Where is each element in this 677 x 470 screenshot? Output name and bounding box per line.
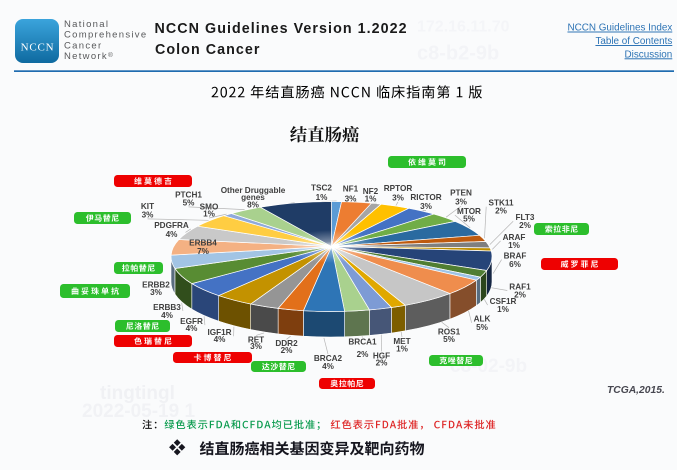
svg-text:2%: 2% — [514, 291, 527, 300]
svg-text:2022-05-19 1: 2022-05-19 1 — [82, 401, 195, 422]
svg-text:4%: 4% — [166, 230, 179, 239]
svg-text:Cancer: Cancer — [64, 40, 102, 51]
svg-text:MET: MET — [393, 337, 410, 346]
svg-text:ARAF: ARAF — [503, 233, 526, 242]
svg-text:Network®: Network® — [64, 51, 113, 62]
svg-text:EGFR: EGFR — [180, 317, 203, 326]
svg-text:3%: 3% — [250, 342, 263, 351]
svg-text:Comprehensive: Comprehensive — [64, 30, 147, 41]
svg-text:6%: 6% — [509, 260, 522, 269]
svg-text:KIT: KIT — [141, 202, 154, 211]
svg-text:2%: 2% — [357, 350, 370, 359]
svg-text:4%: 4% — [161, 311, 174, 320]
svg-text:ERBB3: ERBB3 — [153, 303, 181, 312]
svg-text:NF2: NF2 — [363, 187, 379, 196]
svg-text:RET: RET — [248, 335, 264, 344]
svg-text:2%: 2% — [519, 221, 532, 230]
svg-text:MTOR: MTOR — [457, 207, 481, 216]
svg-text:CSF1R: CSF1R — [490, 297, 517, 306]
svg-text:172.16.11.70: 172.16.11.70 — [417, 19, 510, 36]
svg-text:PTEN: PTEN — [450, 189, 472, 198]
svg-text:ROS1: ROS1 — [438, 328, 461, 337]
svg-text:National: National — [64, 19, 109, 30]
svg-text:3%: 3% — [455, 198, 468, 207]
svg-text:BRCA1: BRCA1 — [348, 337, 377, 346]
svg-text:2%: 2% — [281, 346, 294, 355]
svg-text:genes: genes — [241, 193, 265, 202]
svg-text:HGF: HGF — [373, 351, 390, 360]
svg-text:TCGA,2015.: TCGA,2015. — [607, 385, 665, 396]
svg-text:Colon Cancer: Colon Cancer — [155, 42, 261, 58]
svg-text:1%: 1% — [365, 195, 378, 204]
svg-text:IGF1R: IGF1R — [207, 328, 231, 337]
svg-text:ERBB4: ERBB4 — [189, 239, 217, 248]
svg-text:3%: 3% — [392, 193, 405, 202]
svg-text:4%: 4% — [322, 362, 335, 371]
svg-text:Table of Contents: Table of Contents — [595, 36, 672, 47]
svg-text:Discussion: Discussion — [625, 49, 673, 60]
svg-text:3%: 3% — [142, 210, 155, 219]
svg-text:5%: 5% — [463, 215, 476, 224]
svg-text:1%: 1% — [497, 305, 510, 314]
svg-text:NCCN: NCCN — [21, 42, 55, 54]
svg-text:BRCA2: BRCA2 — [314, 354, 343, 363]
svg-text:PDGFRA: PDGFRA — [154, 221, 189, 230]
svg-text:5%: 5% — [183, 198, 196, 207]
svg-text:3%: 3% — [345, 195, 358, 204]
svg-text:1%: 1% — [508, 241, 521, 250]
svg-text:PTCH1: PTCH1 — [175, 191, 202, 200]
svg-text:RAF1: RAF1 — [509, 282, 531, 291]
svg-text:FLT3: FLT3 — [516, 213, 535, 222]
svg-text:RPTOR: RPTOR — [384, 184, 413, 193]
svg-text:c8-b2-9b: c8-b2-9b — [417, 43, 499, 65]
svg-text:7%: 7% — [197, 247, 210, 256]
svg-text:NCCN Guidelines Version 1.2022: NCCN Guidelines Version 1.2022 — [155, 21, 408, 37]
svg-text:RICTOR: RICTOR — [410, 193, 441, 202]
svg-text:ERBB2: ERBB2 — [142, 280, 170, 289]
svg-text:Other Druggable: Other Druggable — [221, 186, 286, 195]
svg-text:2%: 2% — [495, 207, 508, 216]
svg-text:tingtingl: tingtingl — [100, 383, 175, 404]
svg-text:4%: 4% — [214, 335, 227, 344]
svg-text:NCCN Guidelines Index: NCCN Guidelines Index — [567, 23, 672, 34]
svg-text:1%: 1% — [316, 193, 329, 202]
svg-text:4%: 4% — [186, 324, 199, 333]
svg-text:5%: 5% — [443, 335, 456, 344]
svg-text:5%: 5% — [476, 323, 489, 332]
svg-text:3%: 3% — [150, 288, 163, 297]
svg-text:BRAF: BRAF — [504, 252, 527, 261]
svg-text:ALK: ALK — [474, 315, 491, 324]
svg-text:3%: 3% — [420, 202, 433, 211]
svg-text:NF1: NF1 — [343, 185, 359, 194]
svg-text:STK11: STK11 — [488, 199, 513, 208]
svg-text:TSC2: TSC2 — [311, 184, 332, 193]
svg-text:SMO: SMO — [200, 203, 219, 212]
svg-text:2%: 2% — [376, 359, 389, 368]
svg-text:1%: 1% — [396, 345, 409, 354]
svg-text:DDR2: DDR2 — [275, 339, 298, 348]
svg-text:1%: 1% — [203, 209, 216, 218]
svg-text:8%: 8% — [247, 200, 260, 209]
